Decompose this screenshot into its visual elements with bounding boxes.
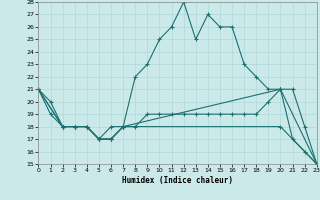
X-axis label: Humidex (Indice chaleur): Humidex (Indice chaleur) [122, 176, 233, 185]
